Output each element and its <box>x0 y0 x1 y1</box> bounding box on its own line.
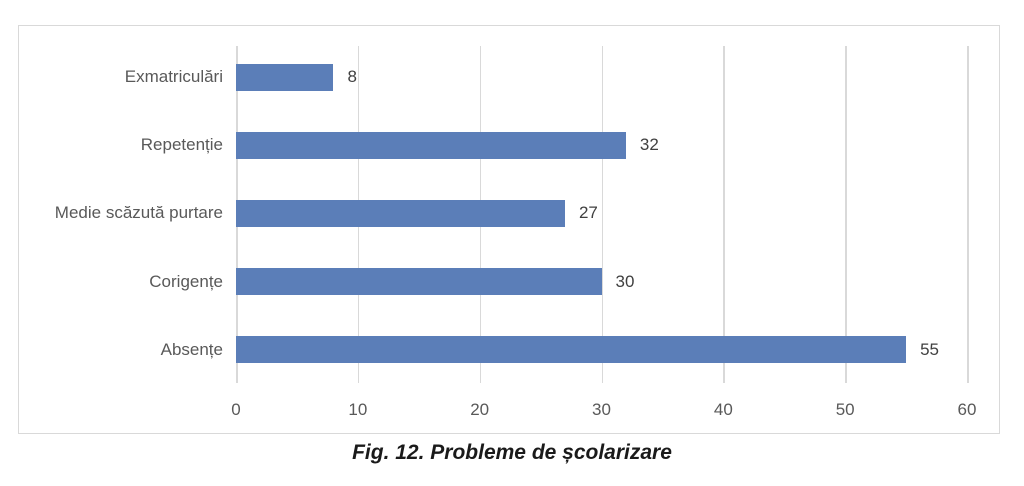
figure-caption: Fig. 12. Probleme de școlarizare <box>352 441 672 464</box>
value-label-exmatriculari: 8 <box>347 67 357 86</box>
gridline <box>723 46 725 383</box>
x-tick-label-10: 10 <box>348 400 368 419</box>
category-label-exmatriculari: Exmatriculări <box>124 67 223 86</box>
bar-corigente <box>236 268 602 296</box>
x-tick-label-0: 0 <box>231 400 241 419</box>
bar-repetentie <box>236 131 626 159</box>
value-label-repetentie: 32 <box>639 135 659 155</box>
bar-exmatriculari <box>236 63 334 91</box>
category-label-corigente: Corigențe <box>149 271 223 291</box>
gridline <box>967 46 969 383</box>
x-tick-label-60: 60 <box>957 400 977 419</box>
gridline <box>601 46 603 383</box>
value-label-corigente: 30 <box>615 271 635 291</box>
x-tick-label-20: 20 <box>470 400 490 419</box>
category-label-absente: Absențe <box>160 339 223 359</box>
bar-absente <box>236 336 907 364</box>
gridline <box>845 46 847 383</box>
chart-area: Exmatriculări Repetenție Medie scăzută pur… <box>18 25 1000 434</box>
x-tick-label-40: 40 <box>713 400 733 419</box>
value-label-absente: 55 <box>920 339 939 359</box>
value-label-medie-scazuta-purtare: 27 <box>578 203 598 223</box>
category-label-medie-scazuta-purtare: Medie scăzută purtare <box>54 203 223 223</box>
category-label-repetentie: Repetenție <box>140 135 223 155</box>
x-tick-label-50: 50 <box>835 400 855 419</box>
x-tick-label-30: 30 <box>592 400 611 419</box>
bar-medie-scazuta-purtare <box>236 199 565 227</box>
